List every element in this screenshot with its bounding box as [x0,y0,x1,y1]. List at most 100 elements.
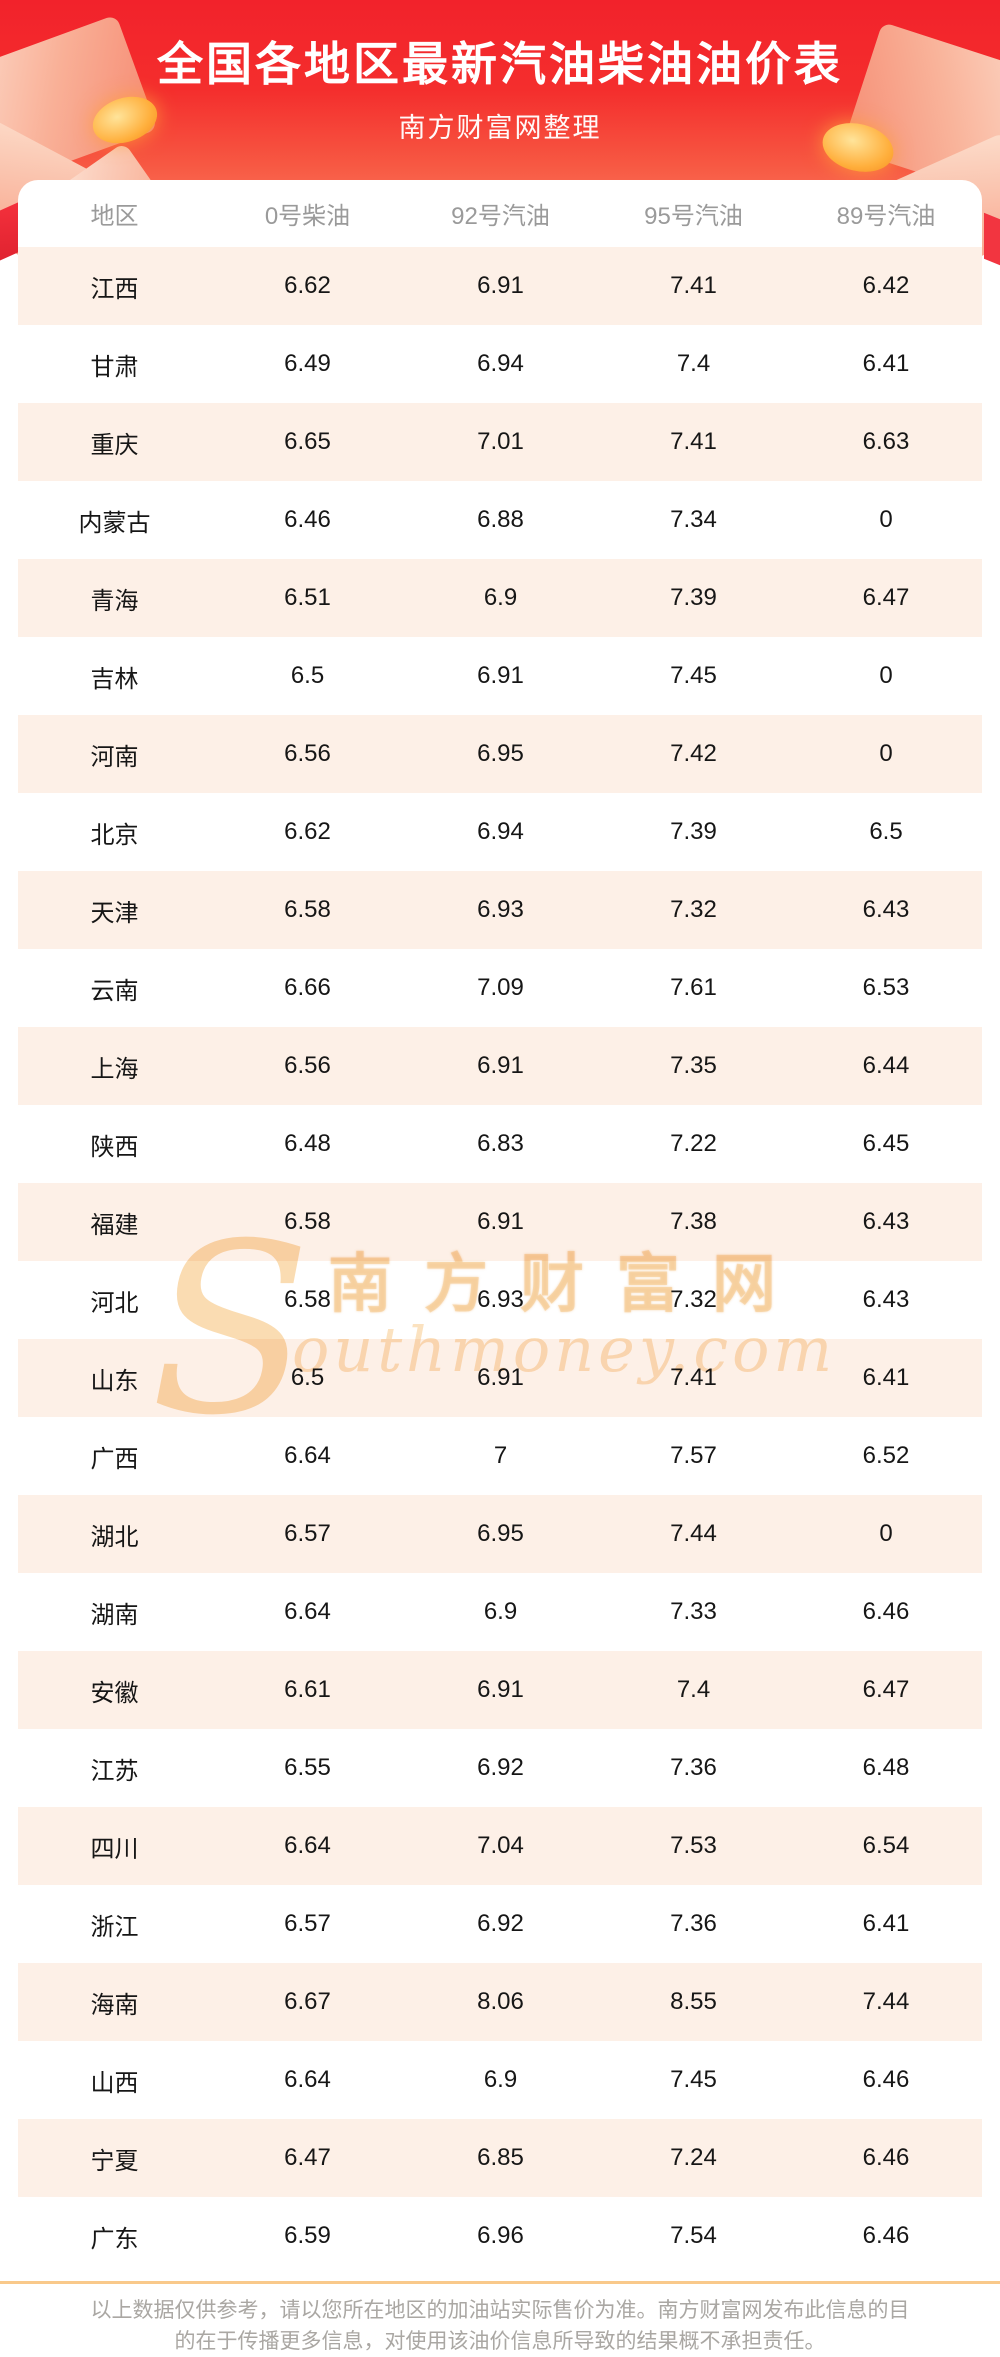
region-cell: 陕西 [90,1133,139,1161]
region-cell: 山东 [90,1367,139,1395]
price-cell: 7.4 [676,1676,711,1703]
price-cell: 6.91 [477,272,524,299]
price-cell: 7.45 [670,2066,717,2093]
page-title: 全国各地区最新汽油柴油油价表 [157,38,843,90]
price-cell: 6.88 [477,506,524,533]
price-cell: 6.63 [862,428,910,455]
price-cell: 7.44 [670,1520,717,1547]
price-cell: 0 [879,506,893,533]
price-cell: 6.62 [284,818,331,845]
region-cell: 江苏 [90,1757,139,1785]
price-cell: 7.41 [670,272,717,299]
price-cell: 7.34 [670,506,717,533]
price-cell: 7.41 [670,1364,717,1391]
price-cell: 6.5 [290,662,325,689]
price-cell: 6.85 [477,2144,524,2171]
price-cell: 6.58 [284,1208,331,1235]
column-header-fuel: 89号汽油 [836,203,936,230]
price-cell: 6.58 [284,896,331,923]
price-cell: 6.93 [477,1286,524,1313]
table-row: 湖北 6.57 6.95 7.44 0 [18,1495,982,1573]
price-cell: 6.61 [284,1676,331,1703]
table-row: 陕西 6.48 6.83 7.22 6.45 [18,1105,982,1183]
price-cell: 7.33 [670,1598,717,1625]
region-cell: 安徽 [90,1679,139,1707]
region-cell: 山西 [90,2069,139,2097]
price-cell: 6.95 [477,740,524,767]
price-cell: 6.49 [284,350,331,377]
region-cell: 甘肃 [90,353,139,381]
price-cell: 6.9 [483,2066,518,2093]
price-cell: 7.57 [670,1442,717,1469]
price-cell: 0 [879,1520,893,1547]
table-row: 天津 6.58 6.93 7.32 6.43 [18,871,982,949]
price-cell: 6.51 [284,584,331,611]
price-cell: 7.53 [670,1832,717,1859]
price-cell: 7.42 [670,740,717,767]
price-cell: 6.59 [284,2222,331,2249]
table-row: 安徽 6.61 6.91 7.4 6.47 [18,1651,982,1729]
region-cell: 天津 [90,899,139,927]
table-row: 广西 6.64 7 7.57 6.52 [18,1417,982,1495]
region-cell: 青海 [90,587,139,615]
price-cell: 6.94 [477,350,524,377]
price-cell: 6.47 [862,584,910,611]
price-cell: 6.46 [862,2144,910,2171]
price-cell: 0 [879,662,893,689]
price-cell: 6.64 [284,1598,331,1625]
table-row: 浙江 6.57 6.92 7.36 6.41 [18,1885,982,1963]
price-cell: 7.04 [477,1832,524,1859]
region-cell: 广东 [90,2225,139,2253]
price-cell: 7 [493,1442,508,1469]
price-cell: 6.9 [483,1598,518,1625]
price-cell: 6.46 [862,1598,910,1625]
region-cell: 重庆 [90,431,139,459]
region-cell: 江西 [90,275,139,303]
region-cell: 四川 [90,1835,139,1863]
price-cell: 6.53 [862,974,910,1001]
price-cell: 6.96 [477,2222,524,2249]
region-cell: 福建 [90,1211,139,1239]
price-cell: 6.52 [862,1442,910,1469]
price-cell: 7.44 [862,1988,910,2015]
table-row: 重庆 6.65 7.01 7.41 6.63 [18,403,982,481]
price-cell: 6.56 [284,740,331,767]
region-cell: 河北 [90,1289,139,1317]
table-row: 青海 6.51 6.9 7.39 6.47 [18,559,982,637]
price-cell: 6.64 [284,1832,331,1859]
price-cell: 6.57 [284,1520,331,1547]
table-row: 宁夏 6.47 6.85 7.24 6.46 [18,2119,982,2197]
price-cell: 7.38 [670,1208,717,1235]
price-cell: 7.32 [670,896,717,923]
price-cell: 6.47 [284,2144,331,2171]
column-header-fuel: 92号汽油 [451,203,550,230]
price-cell: 7.39 [670,584,717,611]
table-row: 河北 6.58 6.93 7.32 6.43 [18,1261,982,1339]
price-cell: 6.48 [862,1754,910,1781]
price-cell: 7.22 [670,1130,717,1157]
price-cell: 6.58 [284,1286,331,1313]
price-cell: 6.57 [284,1910,331,1937]
table-row: 甘肃 6.49 6.94 7.4 6.41 [18,325,982,403]
table-row: 河南 6.56 6.95 7.42 0 [18,715,982,793]
price-cell: 6.62 [284,272,331,299]
price-cell: 6.42 [862,272,910,299]
price-cell: 7.24 [670,2144,717,2171]
price-cell: 6.92 [477,1910,524,1937]
table-row: 上海 6.56 6.91 7.35 6.44 [18,1027,982,1105]
price-cell: 8.55 [670,1988,717,2015]
price-cell: 6.46 [284,506,331,533]
price-cell: 0 [879,740,893,767]
table-row: 广东 6.59 6.96 7.54 6.46 [18,2197,982,2275]
price-cell: 6.41 [862,350,910,377]
table-row: 海南 6.67 8.06 8.55 7.44 [18,1963,982,2041]
price-cell: 6.43 [862,1208,910,1235]
price-table-card: 地区 0号柴油 92号汽油 95号汽油 89号汽油 江西 6.62 6.91 7.41 6.42… [18,180,982,2275]
page-subtitle: 南方财富网整理 [398,113,602,143]
price-cell: 7.35 [670,1052,717,1079]
table-row: 云南 6.66 7.09 7.61 6.53 [18,949,982,1027]
price-cell: 6.91 [477,1676,524,1703]
price-cell: 6.48 [284,1130,331,1157]
column-header-fuel: 0号柴油 [264,203,351,230]
table-row: 福建 6.58 6.91 7.38 6.43 [18,1183,982,1261]
